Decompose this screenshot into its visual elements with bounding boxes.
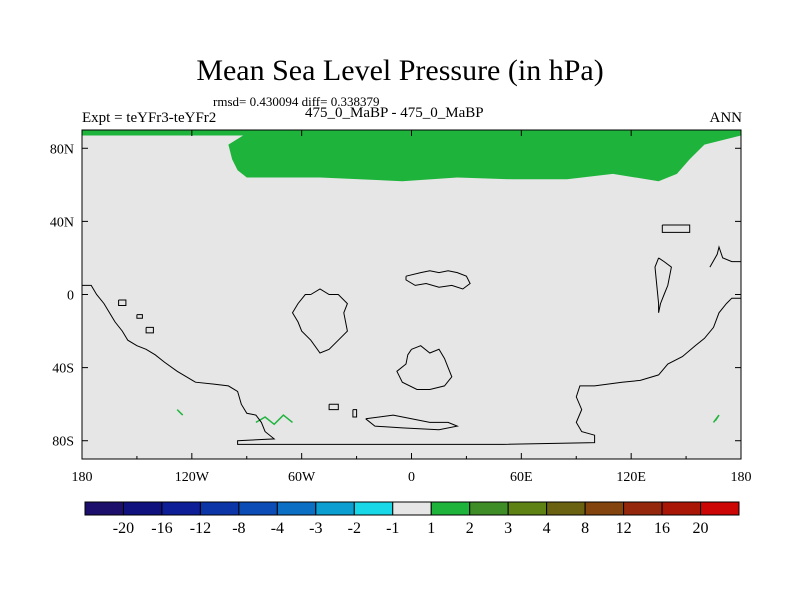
colorbar-label: -3 xyxy=(309,520,322,537)
x-tick-label: 60W xyxy=(288,470,316,485)
anomaly-speck-1 xyxy=(712,414,720,423)
colorbar: -20 -16 -12 -8 -4 -3 -2 -1 1 2 3 4 8 12 16 20 xyxy=(84,501,740,537)
colorbar-swatch xyxy=(199,501,240,516)
coastlines xyxy=(82,224,741,445)
x-tick-label: 120E xyxy=(616,470,646,485)
coastline-4 xyxy=(365,414,460,431)
x-tick-label: 180 xyxy=(731,470,752,485)
anomaly-region-0 xyxy=(82,130,741,182)
colorbar-swatch xyxy=(122,501,163,516)
chart-title: Mean Sea Level Pressure (in hPa) xyxy=(196,54,604,87)
colorbar-label: -20 xyxy=(113,520,134,537)
colorbar-label: 12 xyxy=(616,520,632,537)
run-label: 475_0_MaBP - 475_0_MaBP xyxy=(305,105,484,121)
coastline-3 xyxy=(396,345,453,390)
colorbar-swatch xyxy=(700,501,740,516)
y-tick-label: 80S xyxy=(52,435,74,450)
colorbar-swatch xyxy=(276,501,317,516)
colorbar-swatch xyxy=(430,501,471,516)
colorbar-label: -8 xyxy=(232,520,245,537)
coastline-5 xyxy=(661,224,691,233)
colorbar-label: -2 xyxy=(348,520,361,537)
colorbar-swatch xyxy=(161,501,201,516)
colorbar-swatch xyxy=(623,501,663,516)
colorbar-label: 20 xyxy=(693,520,709,537)
coastline-2 xyxy=(405,270,471,290)
anomaly-regions xyxy=(82,130,741,426)
coastline-12 xyxy=(145,326,154,334)
x-tick-label: 60E xyxy=(510,470,533,485)
x-tick-label: 180 xyxy=(72,470,93,485)
coastline-8 xyxy=(328,403,339,411)
colorbar-swatch xyxy=(469,501,509,516)
colorbar-label: -12 xyxy=(190,520,211,537)
colorbar-swatch xyxy=(546,501,586,516)
coastline-7 xyxy=(709,245,741,268)
coastline-0 xyxy=(82,284,741,445)
plot-background xyxy=(82,130,741,459)
colorbar-swatch xyxy=(661,501,702,516)
colorbar-label: 8 xyxy=(581,520,589,537)
colorbar-swatch xyxy=(392,501,432,516)
experiment-label: Expt = teYFr3-teYFr2 xyxy=(82,110,217,126)
x-tick-label: 0 xyxy=(408,470,415,485)
coastline-11 xyxy=(136,314,143,319)
colorbar-label: -1 xyxy=(386,520,399,537)
x-tick-label: 120W xyxy=(175,470,210,485)
y-tick-label: 80N xyxy=(50,142,74,157)
colorbar-label: 16 xyxy=(654,520,670,537)
axis-ticks: 180 120W 60W 0 60E 120E 180 80N 40N 0 40S 80S xyxy=(50,130,752,485)
y-tick-label: 40N xyxy=(50,215,74,230)
colorbar-label: 1 xyxy=(427,520,435,537)
colorbar-label: 4 xyxy=(543,520,551,537)
y-tick-label: 40S xyxy=(52,362,74,377)
colorbar-swatch xyxy=(507,501,548,516)
colorbar-label: 3 xyxy=(504,520,512,537)
coastline-6 xyxy=(654,257,672,313)
anomaly-zigzag xyxy=(255,414,293,426)
colorbar-swatch xyxy=(84,501,124,516)
colorbar-swatch xyxy=(353,501,394,516)
coastline-1 xyxy=(291,288,348,354)
colorbar-swatch xyxy=(315,501,355,516)
rmsd-diff-stats: rmsd= 0.430094 diff= 0.338379 xyxy=(213,94,380,109)
colorbar-swatch xyxy=(238,501,278,516)
y-tick-label: 0 xyxy=(67,289,74,304)
anomaly-speck-0 xyxy=(176,409,184,416)
colorbar-label: -4 xyxy=(271,520,284,537)
coastline-10 xyxy=(118,299,127,306)
colorbar-swatch xyxy=(584,501,625,516)
season-label: ANN xyxy=(709,110,743,126)
coastline-9 xyxy=(352,409,358,418)
colorbar-label: 2 xyxy=(466,520,474,537)
colorbar-label: -16 xyxy=(151,520,172,537)
